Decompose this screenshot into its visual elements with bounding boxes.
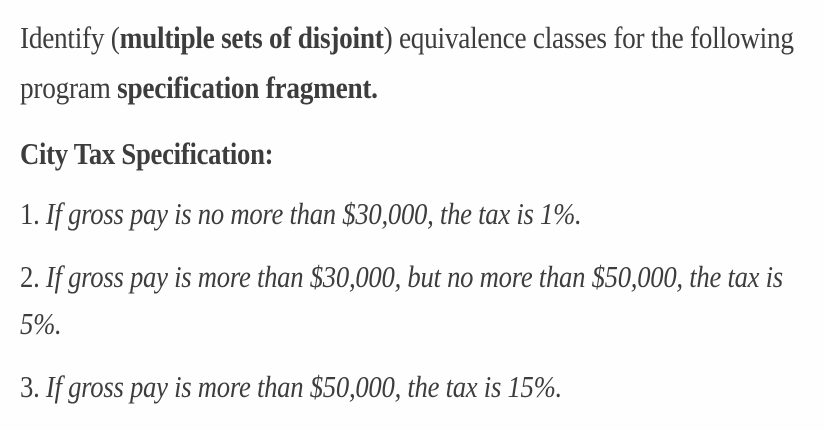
rule-3: 3. If gross pay is more than $50,000, th…: [20, 369, 562, 405]
rule-number: 3.: [20, 369, 40, 404]
rule-text: If gross pay is more than $50,000, the t…: [45, 369, 562, 404]
section-heading: City Tax Specification:: [20, 136, 274, 171]
rule-text: 5%.: [20, 306, 62, 341]
intro-text: ) equivalence classes for the following: [383, 20, 794, 55]
intro-emphasis: multiple sets of disjoint: [119, 20, 384, 55]
rule-number: 1.: [20, 196, 40, 231]
rule-1: 1. If gross pay is no more than $30,000,…: [20, 196, 582, 232]
intro-line-1: Identify (multiple sets of disjoint) equ…: [20, 20, 794, 56]
intro-text: Identify (: [20, 20, 120, 55]
intro-emphasis: specification fragment.: [117, 70, 378, 105]
intro-text: program: [20, 70, 118, 105]
rule-text: If gross pay is more than $30,000, but n…: [45, 259, 783, 294]
intro-line-2: program specification fragment.: [20, 70, 378, 106]
rule-2: 2. If gross pay is more than $30,000, bu…: [20, 259, 783, 295]
rule-2-continuation: 5%.: [20, 306, 62, 342]
rule-number: 2.: [20, 259, 40, 294]
rule-text: If gross pay is no more than $30,000, th…: [45, 196, 582, 231]
